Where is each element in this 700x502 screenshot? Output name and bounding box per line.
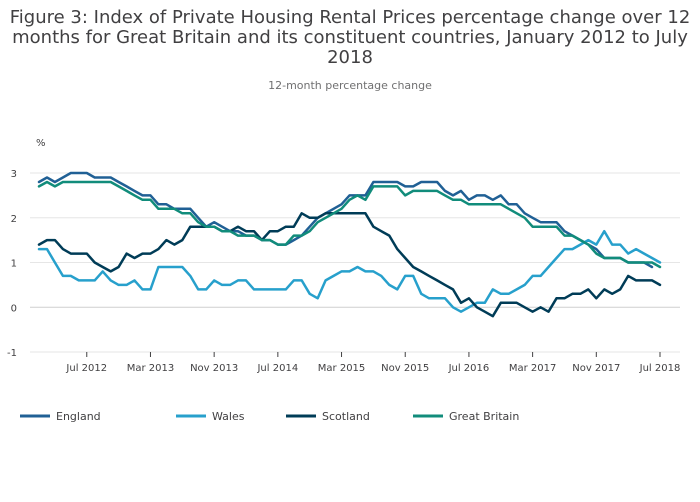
x-tick-label: Jul 2016 bbox=[448, 363, 490, 374]
y-tick-label: -1 bbox=[7, 348, 17, 359]
series-line-great-britain[interactable] bbox=[37, 180, 662, 269]
series-line-england[interactable] bbox=[37, 171, 654, 269]
y-tick-label: 3 bbox=[11, 169, 17, 180]
x-tick-label: Nov 2015 bbox=[381, 363, 429, 374]
legend-item-scotland[interactable]: Scotland bbox=[286, 410, 370, 423]
series-line-wales[interactable] bbox=[37, 229, 662, 313]
series-lines bbox=[37, 171, 662, 318]
y-axis-label: % bbox=[36, 138, 46, 149]
legend[interactable]: England Wales Scotland Great Britain bbox=[20, 410, 519, 423]
chart-title: Figure 3: Index of Private Housing Renta… bbox=[9, 7, 691, 68]
gridlines bbox=[30, 172, 680, 353]
y-tick-label: 2 bbox=[11, 214, 17, 225]
x-tick-label: Nov 2013 bbox=[190, 363, 238, 374]
x-tick-label: Mar 2017 bbox=[509, 363, 557, 374]
legend-label: England bbox=[56, 410, 101, 423]
x-tick-label: Mar 2015 bbox=[318, 363, 366, 374]
legend-label: Wales bbox=[212, 410, 245, 423]
legend-label: Great Britain bbox=[449, 410, 519, 423]
chart-subtitle: 12-month percentage change bbox=[268, 79, 432, 92]
x-tick-label: Jul 2018 bbox=[639, 363, 681, 374]
y-tick-label: 0 bbox=[11, 303, 17, 314]
legend-item-wales[interactable]: Wales bbox=[176, 410, 245, 423]
y-tick-label: 1 bbox=[11, 259, 17, 270]
legend-item-great-britain[interactable]: Great Britain bbox=[413, 410, 519, 423]
x-tick-label: Jul 2014 bbox=[256, 363, 298, 374]
legend-label: Scotland bbox=[322, 410, 370, 423]
axes: -1 0 1 2 3% Jul 2012 Mar 2013 Nov 2013 Jul 2014 M… bbox=[7, 138, 680, 374]
series-line-scotland[interactable] bbox=[37, 212, 662, 318]
x-tick-label: Nov 2017 bbox=[572, 363, 620, 374]
legend-item-england[interactable]: England bbox=[20, 410, 101, 423]
x-tick-label: Jul 2012 bbox=[65, 363, 107, 374]
x-tick-label: Mar 2013 bbox=[127, 363, 175, 374]
